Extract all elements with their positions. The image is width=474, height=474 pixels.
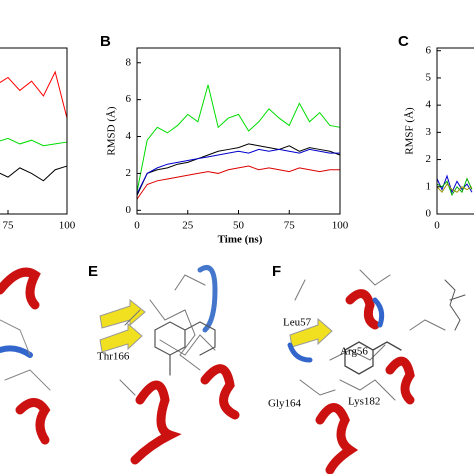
y-tick-label: 0 (426, 208, 432, 220)
data-line (136, 84, 341, 192)
axes-frame (136, 47, 341, 215)
x-tick-label: 0 (434, 220, 440, 232)
y-tick-label: 4 (126, 130, 132, 142)
residue-label: Gly164 (268, 398, 302, 410)
panel-label: F (272, 263, 281, 280)
residue-label: Arg56 (340, 346, 368, 358)
y-tick-label: 5 (426, 71, 432, 83)
y-tick-label: 1 (426, 180, 432, 192)
axes-frame (0, 47, 68, 215)
x-axis-label: Time (ns) (218, 234, 263, 246)
y-axis-label: RMSD (Å) (106, 106, 118, 156)
data-line (436, 183, 473, 194)
x-tick-label: 25 (182, 220, 194, 232)
y-tick-label: 4 (426, 99, 432, 111)
data-line (136, 143, 341, 196)
x-tick-label: 0 (134, 220, 140, 232)
panel-label: B (100, 33, 111, 50)
y-tick-label: 6 (426, 44, 432, 56)
x-tick-label: 75 (3, 220, 15, 232)
x-tick-label: 100 (332, 220, 349, 232)
axes-frame (436, 47, 474, 215)
residue-label: Lys182 (348, 396, 380, 408)
x-tick-label: 100 (59, 220, 76, 232)
data-line (0, 70, 68, 119)
y-tick-label: 3 (426, 126, 432, 138)
y-axis-label: RMSF (Å) (404, 107, 416, 155)
y-tick-label: 2 (126, 167, 132, 179)
residue-label: Thr166 (97, 351, 130, 363)
data-line (136, 165, 340, 200)
y-tick-label: 6 (126, 93, 132, 105)
residue-label: Leu57 (283, 317, 312, 329)
data-line (436, 174, 473, 194)
y-tick-label: 2 (426, 153, 432, 165)
y-tick-label: 8 (126, 56, 132, 68)
data-line (0, 137, 68, 147)
data-line (0, 165, 68, 182)
x-tick-label: 50 (233, 220, 245, 232)
structure-a (0, 267, 51, 445)
panel-label: C (398, 33, 409, 50)
structure-e (99, 265, 240, 465)
x-tick-label: 75 (284, 220, 296, 232)
panel-label: E (88, 263, 98, 280)
y-tick-label: 0 (126, 204, 132, 216)
data-line (136, 148, 340, 194)
structure-f (287, 269, 466, 474)
